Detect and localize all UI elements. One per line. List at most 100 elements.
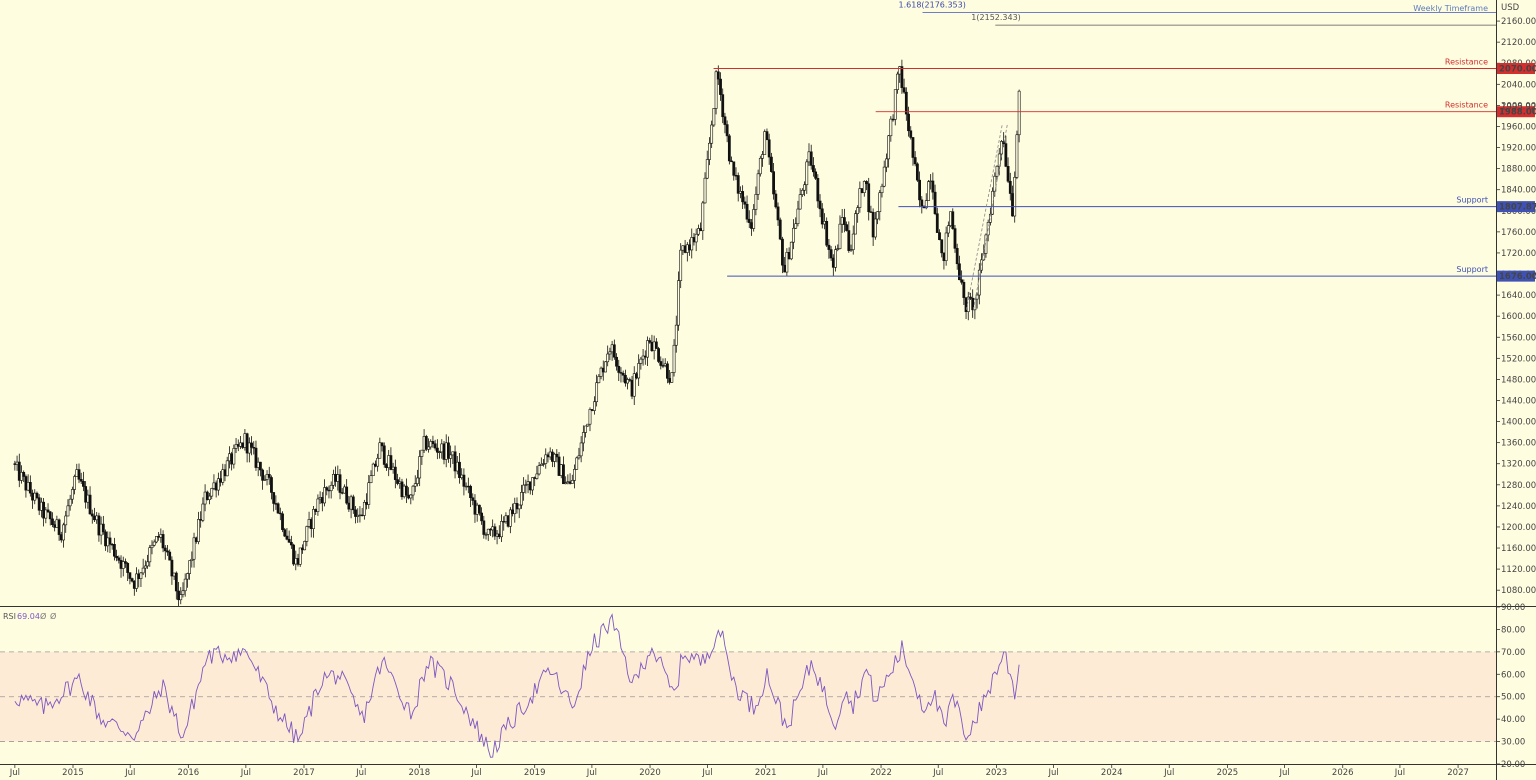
- candle-body: [781, 238, 784, 266]
- time-tick-label: 2023: [986, 768, 1008, 778]
- candle-body: [20, 471, 23, 481]
- candle-body: [606, 353, 610, 363]
- candle-body: [559, 464, 563, 476]
- candle-body: [840, 217, 844, 225]
- candle-body: [230, 453, 234, 465]
- candle-body: [601, 367, 605, 373]
- candle-body: [867, 183, 871, 213]
- candle-body: [340, 492, 344, 494]
- candle-body: [329, 484, 333, 491]
- candle-body: [896, 73, 899, 90]
- candle-body: [68, 498, 72, 507]
- price-tick-label: 1360.000: [1501, 439, 1536, 449]
- candle-body: [46, 509, 50, 513]
- level-label-resistance: Resistance: [1445, 101, 1488, 110]
- candle-body: [570, 480, 574, 484]
- candle-body: [958, 263, 961, 281]
- price-tick-label: 1600.000: [1501, 312, 1536, 322]
- time-tick-label: 2024: [1101, 768, 1123, 778]
- level-price-badge: [1497, 201, 1535, 213]
- candle-body: [323, 487, 326, 504]
- candle-body: [920, 199, 924, 207]
- candle-body: [703, 177, 707, 204]
- candle-body: [679, 249, 683, 281]
- candle-body: [265, 474, 269, 480]
- candle-body: [778, 219, 782, 240]
- candle-body: [161, 534, 165, 549]
- candle-body: [22, 471, 26, 477]
- candle-body: [15, 461, 19, 465]
- candle-body: [946, 225, 950, 234]
- candle-body: [135, 573, 138, 589]
- candle-body: [878, 192, 882, 212]
- candle-body: [807, 151, 811, 163]
- candle-body: [719, 78, 722, 95]
- candle-body: [117, 557, 121, 561]
- rsi-extra-label: Ø: [40, 611, 46, 621]
- time-tick-label: Jul: [1163, 768, 1174, 778]
- candle-body: [889, 118, 893, 137]
- price-tick-label: 1880.000: [1501, 165, 1536, 175]
- candle-body: [774, 193, 778, 208]
- candle-body: [674, 324, 678, 346]
- candle-body: [73, 476, 76, 490]
- candle-body: [898, 66, 902, 75]
- candle-body: [150, 544, 154, 548]
- candle-body: [469, 485, 472, 499]
- level-price-badge-text: 1807.872: [1499, 203, 1536, 213]
- candle-body: [814, 171, 818, 179]
- candle-body: [690, 237, 694, 251]
- candles[interactable]: [13, 59, 1021, 607]
- candle-body: [513, 503, 517, 515]
- candle-body: [573, 469, 576, 481]
- candle-body: [418, 456, 422, 479]
- candle-body: [99, 523, 103, 536]
- candle-body: [26, 482, 30, 491]
- candle-body: [586, 423, 590, 427]
- candle-body: [882, 166, 886, 187]
- rsi-pane[interactable]: RSI 69.04 Ø Ø: [0, 611, 1496, 758]
- candle-body: [758, 157, 762, 175]
- price-pane[interactable]: Resistance Resistance Support Support 1.618(…: [13, 0, 1496, 607]
- candle-body: [79, 479, 83, 482]
- currency-label: USD: [1501, 3, 1520, 13]
- candle-body: [433, 443, 437, 449]
- candle-body: [172, 572, 176, 577]
- candle-body: [504, 515, 508, 522]
- rsi-extra-label: Ø: [50, 611, 56, 621]
- candle-body: [86, 494, 90, 503]
- candle-body: [263, 479, 267, 481]
- candle-body: [170, 559, 174, 577]
- candle-body: [555, 453, 559, 458]
- candle-body: [732, 161, 736, 176]
- candle-body: [13, 463, 17, 465]
- candle-body: [320, 497, 324, 504]
- candle-body: [35, 492, 39, 498]
- candle-body: [721, 94, 725, 118]
- candle-body: [232, 448, 236, 465]
- time-tick-label: Jul: [355, 768, 366, 778]
- price-tick-label: 1320.000: [1501, 460, 1536, 470]
- candle-body: [951, 211, 955, 229]
- price-tick-label: 1960.000: [1501, 122, 1536, 132]
- candle-body: [734, 175, 738, 177]
- candle-body: [486, 528, 490, 535]
- price-tick-label: 1560.000: [1501, 333, 1536, 343]
- candle-body: [298, 547, 302, 565]
- candle-body: [382, 445, 386, 465]
- candle-body: [221, 469, 225, 483]
- candle-body: [785, 252, 789, 273]
- candle-body: [643, 355, 647, 358]
- candle-body: [663, 363, 667, 366]
- candle-body: [845, 224, 848, 231]
- candle-body: [254, 447, 258, 468]
- candle-body: [183, 578, 187, 592]
- candle-body: [137, 573, 141, 579]
- candle-body: [225, 460, 229, 477]
- timeframe-label: Weekly Timeframe: [1413, 4, 1488, 13]
- candle-body: [491, 526, 495, 531]
- candle-body: [623, 374, 627, 384]
- candle-body: [166, 550, 169, 553]
- candle-body: [475, 504, 479, 515]
